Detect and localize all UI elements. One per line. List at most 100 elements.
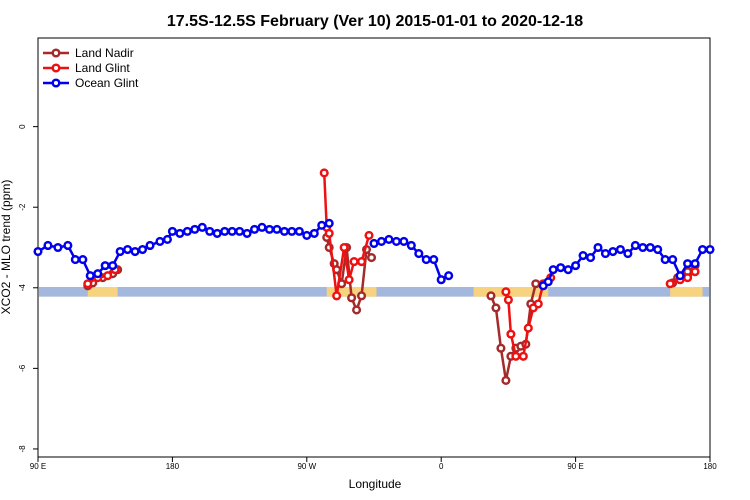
y-axis: 0 -2 -4 -6 -8 xyxy=(18,124,38,453)
ocean-glint-point xyxy=(660,255,670,265)
ocean-glint-point xyxy=(436,275,446,285)
ocean-glint-point xyxy=(563,265,573,275)
legend-label: Ocean Glint xyxy=(75,76,139,90)
legend-swatch-marker xyxy=(51,48,61,58)
land-nadir-point xyxy=(496,343,506,353)
ocean-glint-point xyxy=(257,222,267,232)
ocean-glint-point xyxy=(406,240,416,251)
y-tick-label-1: -2 xyxy=(18,203,27,211)
ocean-glint-point xyxy=(235,226,245,236)
ocean-glint-point xyxy=(697,244,708,255)
land-glint-point xyxy=(518,351,528,361)
legend-label: Land Nadir xyxy=(75,46,134,60)
ocean-glint-point xyxy=(675,271,685,281)
ocean-glint-point xyxy=(384,234,394,244)
ocean-glint-point xyxy=(630,240,640,251)
ocean-glint-point xyxy=(272,224,282,234)
legend-item-ocean-glint: Ocean Glint xyxy=(43,76,139,90)
legend-label: Land Glint xyxy=(75,61,130,75)
land-glint-point xyxy=(501,287,511,297)
ocean-glint-point xyxy=(190,224,200,234)
ocean-glint-point xyxy=(130,246,140,257)
ocean-glint-point xyxy=(444,271,454,281)
land-nadir-point xyxy=(352,305,362,315)
ocean-glint-point xyxy=(369,238,379,249)
land-nadir-point xyxy=(486,291,496,301)
ocean-glint-point xyxy=(414,248,424,259)
ocean-glint-point xyxy=(108,261,118,271)
ocean-glint-point xyxy=(690,259,700,269)
ocean-glint-point xyxy=(123,244,133,255)
ocean-glint-point xyxy=(78,255,88,265)
land-ocean-band xyxy=(39,286,709,297)
ocean-glint-point xyxy=(309,228,319,238)
land-nadir-point xyxy=(491,303,501,313)
land-glint-point xyxy=(339,242,349,253)
x-tick-label-3: 0 xyxy=(439,462,444,471)
ocean-glint-point xyxy=(227,226,237,236)
ocean-glint-point xyxy=(543,277,553,287)
land-span-0 xyxy=(87,286,118,297)
ocean-glint-point xyxy=(668,255,678,265)
x-axis: 90 E 180 90 W 0 90 E 180 xyxy=(30,457,717,471)
land-glint-point xyxy=(364,230,374,240)
ocean-glint-point xyxy=(317,220,327,230)
land-glint-point xyxy=(511,351,521,361)
ocean-glint-point xyxy=(421,255,431,265)
land-glint-point xyxy=(83,279,93,289)
land-glint-point xyxy=(690,267,700,277)
x-axis-label: Longitude xyxy=(349,477,402,491)
ocean-glint-point xyxy=(242,228,252,238)
ocean-glint-point xyxy=(376,236,387,247)
ocean-glint-point xyxy=(600,248,611,259)
ocean-glint-point xyxy=(294,226,304,236)
ocean-glint-point xyxy=(70,255,80,265)
x-tick-label-0: 90 E xyxy=(30,462,46,471)
legend-item-land-glint: Land Glint xyxy=(43,61,130,75)
land-nadir-point xyxy=(357,291,367,301)
ocean-glint-point xyxy=(302,230,312,240)
ocean-glint-point xyxy=(155,236,165,247)
ocean-glint-point xyxy=(175,228,185,238)
land-glint-point xyxy=(683,273,693,283)
ocean-glint-point xyxy=(63,240,73,251)
ocean-glint-point xyxy=(638,242,648,253)
ocean-glint-point xyxy=(85,271,95,281)
y-tick-label-3: -6 xyxy=(18,364,27,372)
x-tick-label-4: 90 E xyxy=(567,462,583,471)
ocean-glint-point xyxy=(578,251,588,261)
ocean-glint-point xyxy=(137,244,148,255)
ocean-glint-point xyxy=(429,255,439,265)
ocean-glint-point xyxy=(115,246,125,257)
land-glint-line-0 xyxy=(87,268,116,285)
legend-swatch-marker xyxy=(51,78,61,88)
ocean-glint-point xyxy=(145,240,155,251)
land-glint-point xyxy=(357,257,367,267)
ocean-glint-point xyxy=(623,248,633,259)
ocean-glint-point xyxy=(653,244,663,255)
ocean-glint-point xyxy=(197,222,207,232)
land-glint-point xyxy=(503,295,513,305)
plot-area xyxy=(33,37,715,458)
y-axis-label: XCO2 - MLO trend (ppm) xyxy=(0,180,13,315)
ocean-glint-point xyxy=(182,226,192,236)
y-tick-label-0: 0 xyxy=(18,124,27,129)
y-tick-label-4: -8 xyxy=(18,445,27,453)
ocean-glint-point xyxy=(167,226,177,236)
series-ocean-glint xyxy=(33,218,715,291)
ocean-glint-point xyxy=(205,226,215,236)
ocean-glint-point xyxy=(683,259,693,269)
land-nadir-point xyxy=(347,293,357,303)
land-nadir-point xyxy=(366,253,377,263)
series-land-glint xyxy=(83,168,700,361)
land-glint-point xyxy=(665,279,675,289)
ocean-glint-point xyxy=(33,246,43,257)
ocean-glint-point xyxy=(399,236,409,247)
ocean-glint-point xyxy=(391,236,401,247)
ocean-glint-point xyxy=(212,228,222,238)
ocean-glint-point xyxy=(615,244,625,255)
x-tick-label-1: 180 xyxy=(166,462,180,471)
legend-swatch-marker xyxy=(51,63,61,73)
land-glint-point xyxy=(506,329,516,339)
